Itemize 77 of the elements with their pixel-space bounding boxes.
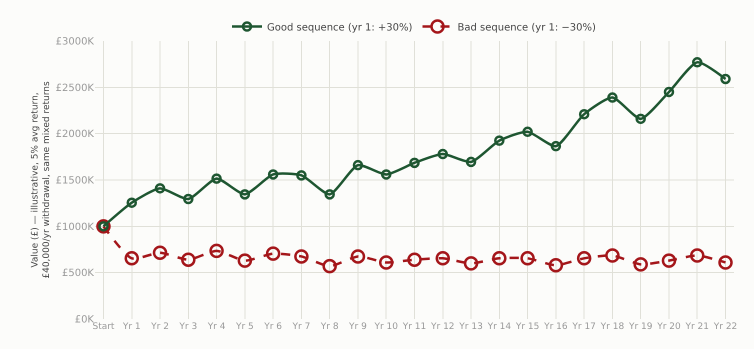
point — [126, 197, 138, 208]
point — [296, 170, 307, 181]
x-tick-label: Yr 4 — [206, 322, 226, 332]
point — [548, 258, 564, 272]
point — [409, 158, 420, 168]
point — [520, 251, 535, 266]
point — [240, 189, 250, 200]
legend-label: Bad sequence (yr 1: −30%) — [458, 22, 596, 34]
y-tick-label: £2500K — [56, 82, 94, 94]
y-tick-label: £2000K — [56, 129, 94, 140]
point — [152, 245, 168, 260]
point — [635, 114, 646, 124]
point — [438, 148, 448, 160]
x-tick-label: Yr 18 — [600, 322, 624, 332]
point — [692, 57, 702, 68]
point — [268, 169, 278, 180]
point — [378, 255, 394, 270]
point — [690, 248, 704, 263]
point — [522, 126, 533, 138]
point — [550, 140, 562, 152]
point — [124, 251, 140, 266]
point — [605, 248, 620, 263]
point — [436, 251, 450, 266]
point — [662, 253, 676, 268]
point — [718, 255, 733, 270]
legend-label: Good sequence (yr 1: +30%) — [267, 22, 413, 34]
x-tick-label: Yr 5 — [234, 322, 254, 332]
point — [464, 256, 478, 271]
x-tick-label: Yr 14 — [486, 322, 512, 332]
y-tick-label: £3000K — [56, 36, 94, 48]
x-tick-label: Yr 9 — [348, 322, 368, 332]
x-tick-label: Yr 22 — [712, 322, 738, 332]
point — [211, 173, 222, 184]
point — [576, 251, 592, 266]
point — [578, 108, 590, 120]
y-axis-title: Value (£) — illustrative, 5% avg return, £40,000/yr withdrawal, same mixed returns — [30, 81, 52, 279]
point — [183, 194, 194, 204]
point — [266, 246, 280, 261]
x-tick-label: Yr 11 — [402, 322, 426, 332]
point — [664, 86, 674, 98]
x-tick-label: Yr 21 — [684, 322, 709, 332]
point — [209, 244, 224, 258]
point — [720, 74, 731, 84]
x-tick-label: Yr 12 — [430, 322, 455, 332]
point — [181, 252, 196, 267]
point — [352, 160, 364, 170]
point — [633, 257, 648, 272]
point — [607, 92, 618, 103]
y-tick-label: £1500K — [56, 176, 94, 186]
point — [322, 258, 337, 274]
x-tick-label: Yr 15 — [514, 322, 540, 332]
point — [350, 249, 366, 264]
point — [154, 183, 166, 194]
x-tick-label: Start — [92, 322, 115, 332]
x-tick-label: Yr 17 — [571, 322, 596, 332]
point — [294, 249, 309, 264]
y-tick-label: £500K — [62, 268, 94, 280]
point — [407, 252, 422, 267]
point — [238, 253, 252, 268]
x-tick-label: Yr 8 — [320, 322, 339, 332]
y-tick-label: £0K — [74, 314, 94, 326]
x-tick-label: Yr 1 — [122, 322, 141, 332]
x-tick-label: Yr 6 — [263, 322, 282, 332]
x-tick-label: Yr 20 — [656, 322, 681, 332]
point — [492, 251, 507, 266]
x-tick-label: Yr 19 — [628, 322, 653, 332]
point — [324, 189, 335, 200]
x-tick-label: Yr 7 — [292, 322, 310, 332]
x-tick-label: Yr 2 — [150, 322, 169, 332]
point — [494, 135, 505, 146]
x-tick-label: Yr 10 — [373, 322, 398, 332]
x-tick-label: Yr 3 — [178, 322, 198, 332]
x-tick-label: Yr 13 — [458, 322, 483, 332]
point — [380, 169, 392, 180]
point — [466, 156, 476, 168]
x-tick-label: Yr 16 — [543, 322, 568, 332]
y-tick-label: £1000K — [56, 222, 94, 233]
